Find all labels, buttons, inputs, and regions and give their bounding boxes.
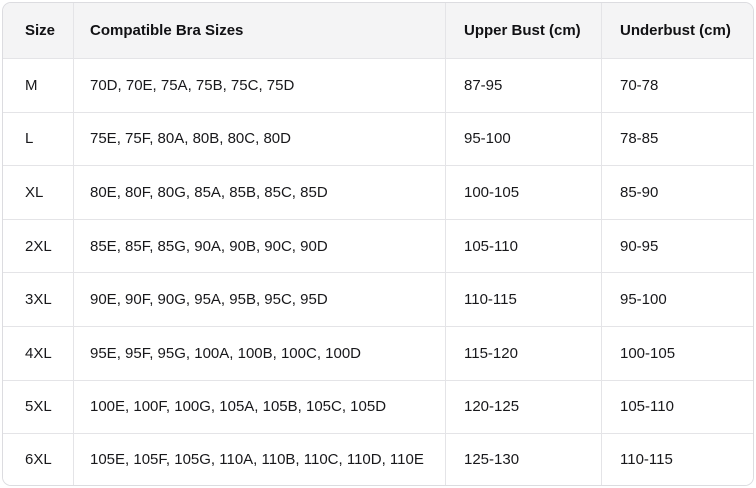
table-row: 4XL 95E, 95F, 95G, 100A, 100B, 100C, 100D…	[3, 327, 753, 381]
col-header-size: Size	[3, 3, 74, 59]
cell-upper-bust: 120-125	[446, 380, 602, 435]
table-body: M 70D, 70E, 75A, 75B, 75C, 75D 87-95 70-78 L…	[3, 59, 753, 485]
cell-upper-bust: 115-120	[446, 327, 602, 381]
cell-compatible-bra-sizes: 75E, 75F, 80A, 80B, 80C, 80D	[74, 112, 446, 167]
table-row: 2XL 85E, 85F, 85G, 90A, 90B, 90C, 90D 105-…	[3, 219, 753, 274]
table-row: 3XL 90E, 90F, 90G, 95A, 95B, 95C, 95D 110-…	[3, 273, 753, 328]
cell-compatible-bra-sizes: 100E, 100F, 100G, 105A, 105B, 105C, 105D	[74, 380, 446, 435]
cell-upper-bust: 87-95	[446, 59, 602, 113]
cell-upper-bust: 105-110	[446, 219, 602, 274]
cell-size: 2XL	[3, 219, 74, 274]
table-row: L 75E, 75F, 80A, 80B, 80C, 80D 95-100 78-85	[3, 112, 753, 167]
cell-underbust: 110-115	[602, 434, 753, 485]
cell-underbust: 95-100	[602, 273, 753, 328]
cell-upper-bust: 125-130	[446, 434, 602, 485]
cell-underbust: 105-110	[602, 380, 753, 435]
col-header-compatible-bra-sizes: Compatible Bra Sizes	[74, 3, 446, 59]
cell-compatible-bra-sizes: 80E, 80F, 80G, 85A, 85B, 85C, 85D	[74, 166, 446, 220]
table-row: M 70D, 70E, 75A, 75B, 75C, 75D 87-95 70-78	[3, 59, 753, 113]
cell-compatible-bra-sizes: 90E, 90F, 90G, 95A, 95B, 95C, 95D	[74, 273, 446, 328]
cell-compatible-bra-sizes: 85E, 85F, 85G, 90A, 90B, 90C, 90D	[74, 219, 446, 274]
cell-size: 5XL	[3, 380, 74, 435]
cell-upper-bust: 95-100	[446, 112, 602, 167]
cell-size: 3XL	[3, 273, 74, 328]
cell-underbust: 78-85	[602, 112, 753, 167]
cell-underbust: 90-95	[602, 219, 753, 274]
cell-upper-bust: 110-115	[446, 273, 602, 328]
table-row: XL 80E, 80F, 80G, 85A, 85B, 85C, 85D 100-1…	[3, 166, 753, 220]
cell-size: 4XL	[3, 327, 74, 381]
cell-underbust: 100-105	[602, 327, 753, 381]
cell-underbust: 85-90	[602, 166, 753, 220]
cell-underbust: 70-78	[602, 59, 753, 113]
cell-size: XL	[3, 166, 74, 220]
cell-size: M	[3, 59, 74, 113]
table-row: 5XL 100E, 100F, 100G, 105A, 105B, 105C, 1…	[3, 380, 753, 435]
cell-compatible-bra-sizes: 105E, 105F, 105G, 110A, 110B, 110C, 110D…	[74, 434, 446, 485]
cell-compatible-bra-sizes: 95E, 95F, 95G, 100A, 100B, 100C, 100D	[74, 327, 446, 381]
cell-size: 6XL	[3, 434, 74, 485]
table-row: 6XL 105E, 105F, 105G, 110A, 110B, 110C, 1…	[3, 434, 753, 485]
cell-upper-bust: 100-105	[446, 166, 602, 220]
header-row: Size Compatible Bra Sizes Upper Bust (cm…	[3, 3, 753, 59]
cell-compatible-bra-sizes: 70D, 70E, 75A, 75B, 75C, 75D	[74, 59, 446, 113]
col-header-underbust: Underbust (cm)	[602, 3, 753, 59]
cell-size: L	[3, 112, 74, 167]
col-header-upper-bust: Upper Bust (cm)	[446, 3, 602, 59]
size-chart-table: Size Compatible Bra Sizes Upper Bust (cm…	[3, 3, 753, 485]
